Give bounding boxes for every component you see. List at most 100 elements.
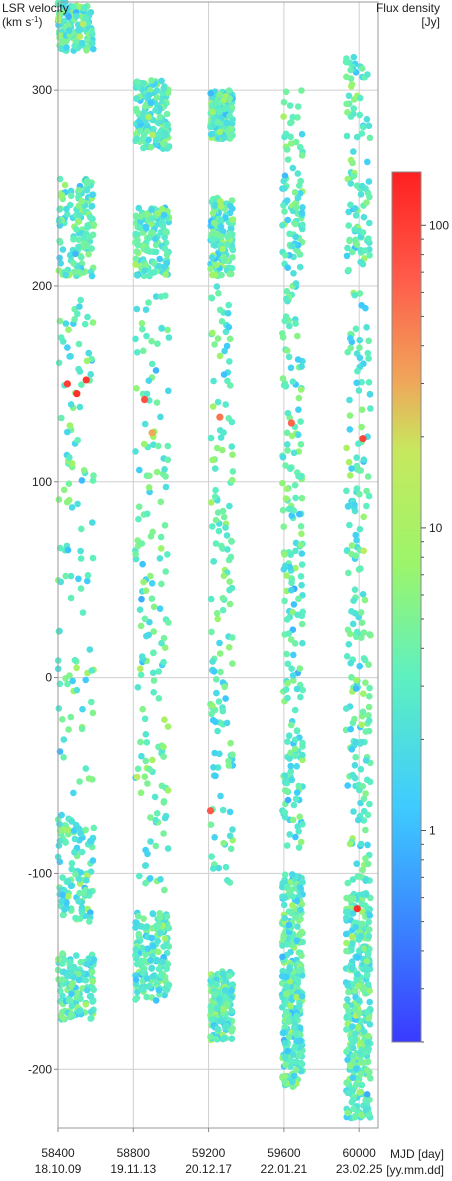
data-point (78, 525, 85, 533)
data-point (362, 728, 370, 735)
data-point (65, 22, 72, 29)
data-point (86, 918, 93, 925)
data-point (347, 335, 354, 342)
data-point (226, 578, 233, 585)
data-point (349, 910, 357, 917)
data-point (220, 134, 228, 141)
data-point (137, 671, 145, 679)
data-point (136, 466, 143, 474)
data-point (132, 946, 140, 953)
data-point (136, 606, 144, 613)
data-point (229, 246, 237, 254)
data-points (54, 0, 374, 1122)
data-point (155, 743, 162, 751)
data-point (360, 795, 368, 803)
data-point (279, 953, 286, 961)
data-point (356, 662, 364, 670)
data-point (143, 390, 151, 398)
data-point (68, 860, 76, 867)
data-point (62, 572, 69, 580)
data-point (345, 222, 353, 229)
data-point (145, 113, 152, 121)
data-point (227, 202, 234, 210)
data-point (152, 248, 160, 256)
data-point (66, 422, 74, 429)
data-point (217, 668, 224, 676)
data-point (85, 349, 92, 357)
data-point (290, 677, 297, 684)
data-point (297, 966, 305, 973)
data-point (299, 639, 306, 647)
data-point (342, 914, 350, 922)
data-point (221, 683, 228, 691)
data-point (157, 876, 164, 883)
data-point (284, 796, 292, 804)
data-point (299, 756, 306, 764)
data-point (60, 17, 68, 25)
data-point (343, 939, 350, 947)
data-point (281, 894, 289, 902)
data-point (149, 131, 156, 139)
data-point (219, 707, 227, 715)
data-point (211, 100, 219, 107)
data-point (363, 487, 370, 495)
data-point (213, 689, 220, 697)
data-point (360, 817, 368, 824)
data-point (82, 765, 90, 772)
data-point (365, 1045, 372, 1053)
data-point (350, 148, 357, 155)
data-point (82, 977, 90, 984)
data-point (357, 738, 365, 746)
data-point (132, 550, 139, 558)
data-point (160, 85, 168, 93)
data-point (73, 226, 80, 233)
data-point (283, 347, 291, 354)
data-point (351, 205, 359, 212)
data-point (283, 883, 291, 891)
data-point (344, 982, 352, 989)
data-point (132, 951, 139, 959)
data-point (343, 1026, 350, 1033)
data-point (349, 771, 357, 779)
data-point (78, 253, 85, 261)
data-point (220, 96, 228, 104)
data-point (77, 585, 85, 592)
data-point (87, 868, 95, 875)
data-point (365, 235, 372, 242)
data-point (70, 236, 77, 243)
data-point (215, 527, 223, 535)
data-point (142, 862, 149, 869)
data-point (206, 807, 215, 815)
data-point (280, 98, 288, 106)
data-point (214, 509, 222, 516)
data-point (288, 909, 295, 917)
data-point (289, 378, 297, 386)
data-point (90, 824, 98, 832)
data-point (289, 871, 296, 878)
data-point (220, 839, 227, 847)
data-point (210, 668, 218, 675)
data-point (90, 45, 97, 53)
data-point (297, 386, 305, 393)
data-point (140, 578, 147, 586)
data-point (136, 872, 143, 880)
data-point (133, 95, 140, 102)
data-point (213, 676, 220, 683)
data-point (57, 260, 64, 267)
data-point (147, 533, 155, 540)
y-tick-label: -200 (28, 1062, 52, 1076)
data-point (164, 787, 172, 794)
data-point (351, 586, 359, 593)
data-point (83, 877, 90, 884)
data-point (351, 987, 359, 995)
data-point (287, 419, 296, 427)
data-point (223, 719, 231, 727)
data-point (145, 136, 152, 144)
data-point (136, 224, 144, 231)
data-point (347, 344, 355, 352)
data-point (297, 177, 305, 185)
data-point (347, 1062, 354, 1070)
data-point (359, 591, 367, 598)
data-point (216, 650, 224, 657)
data-point (149, 669, 157, 677)
